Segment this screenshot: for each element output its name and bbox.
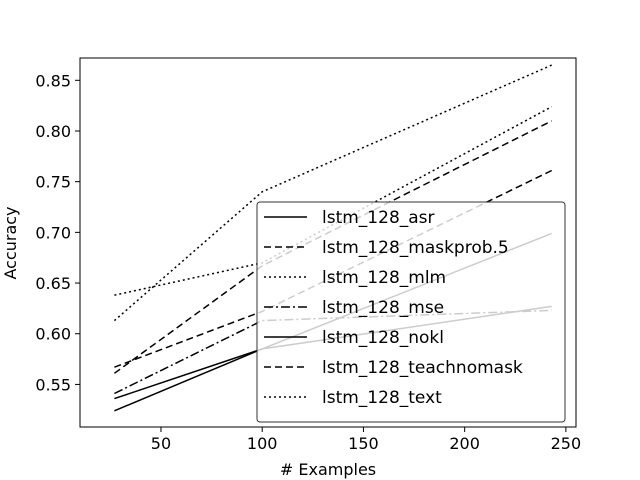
y-tick-label: 0.60 xyxy=(35,325,71,344)
legend-label: lstm_128_asr xyxy=(322,208,435,228)
legend-label: lstm_128_mlm xyxy=(322,268,446,288)
x-tick-label: 50 xyxy=(151,434,171,453)
plot-frame xyxy=(79,57,577,428)
legend-label: lstm_128_nokl xyxy=(322,328,444,348)
x-axis-label: # Examples xyxy=(280,460,376,479)
y-tick-label: 0.70 xyxy=(35,223,71,242)
y-axis: 0.55 0.60 0.65 0.70 0.75 0.80 0.85 xyxy=(35,71,80,394)
y-tick-label: 0.80 xyxy=(35,122,71,141)
legend-label: lstm_128_teachnomask xyxy=(322,358,523,378)
legend-label: lstm_128_mse xyxy=(322,298,444,318)
x-tick-label: 250 xyxy=(551,434,582,453)
y-tick-label: 0.75 xyxy=(35,173,71,192)
legend-label: lstm_128_text xyxy=(322,388,442,408)
series-line-lstm-128-text xyxy=(113,64,553,322)
y-tick-label: 0.85 xyxy=(35,71,71,90)
x-axis: 50 100 150 200 250 xyxy=(151,427,581,453)
x-tick-label: 150 xyxy=(348,434,379,453)
legend-label: lstm_128_maskprob.5 xyxy=(322,238,509,258)
y-tick-label: 0.65 xyxy=(35,274,71,293)
legend: lstm_128_asr lstm_128_maskprob.5 lstm_128_… xyxy=(256,201,566,423)
y-axis-label: Accuracy xyxy=(1,206,20,279)
x-tick-label: 100 xyxy=(247,434,278,453)
x-tick-label: 200 xyxy=(449,434,480,453)
y-tick-label: 0.55 xyxy=(35,375,71,394)
legend-box xyxy=(256,201,566,423)
